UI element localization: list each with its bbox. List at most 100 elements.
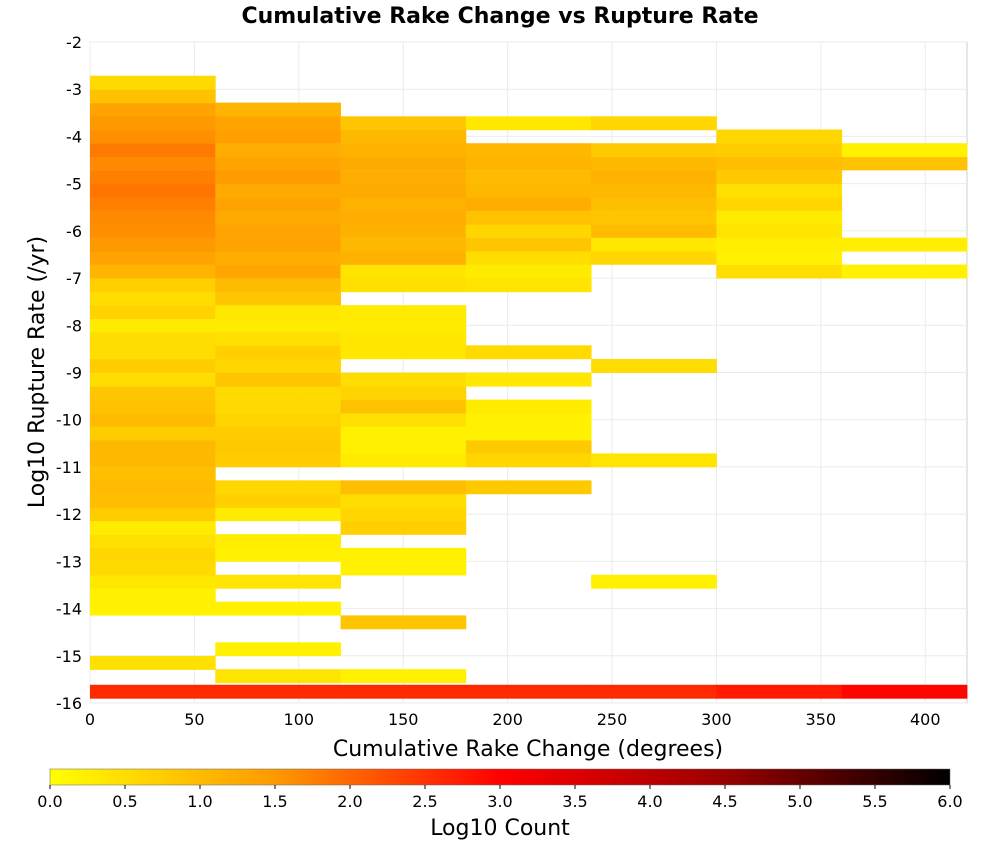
heatmap-cell bbox=[215, 669, 341, 684]
y-tick-label: -14 bbox=[56, 600, 82, 619]
heatmap-cell bbox=[465, 156, 592, 171]
heatmap-cell bbox=[465, 250, 592, 265]
chart-title: Cumulative Rake Change vs Rupture Rate bbox=[241, 4, 758, 29]
heatmap-cell bbox=[215, 156, 341, 171]
heatmap-cell bbox=[90, 305, 216, 320]
heatmap-cell bbox=[90, 372, 216, 387]
heatmap-cell bbox=[90, 183, 216, 198]
heatmap-cell bbox=[591, 250, 717, 265]
heatmap-cell bbox=[340, 439, 467, 454]
heatmap-cell bbox=[90, 358, 216, 373]
heatmap-cell bbox=[215, 684, 341, 699]
heatmap-cell bbox=[591, 197, 717, 211]
heatmap-cell bbox=[716, 250, 843, 265]
heatmap-cell bbox=[215, 237, 341, 252]
heatmap-cell bbox=[215, 453, 341, 468]
heatmap-cell bbox=[215, 116, 341, 131]
colorbar-tick-label: 6.0 bbox=[937, 792, 962, 811]
heatmap-cell bbox=[591, 183, 717, 198]
y-tick-label: -12 bbox=[56, 505, 82, 524]
heatmap-cell bbox=[591, 237, 717, 252]
y-tick-label: -6 bbox=[66, 222, 82, 241]
heatmap-cell bbox=[465, 480, 592, 495]
heatmap-cell bbox=[90, 237, 216, 252]
heatmap-cell bbox=[465, 116, 592, 131]
heatmap-cell bbox=[90, 655, 216, 670]
heatmap-cell bbox=[340, 318, 467, 333]
heatmap-cell bbox=[841, 143, 968, 158]
heatmap-cell bbox=[340, 156, 467, 171]
heatmap-cell bbox=[90, 520, 216, 535]
heatmap-cell bbox=[215, 358, 341, 373]
heatmap-cell bbox=[716, 183, 843, 198]
y-tick-label: -5 bbox=[66, 175, 82, 194]
heatmap-cell bbox=[465, 412, 592, 427]
heatmap-cell bbox=[90, 426, 216, 441]
colorbar-ticks: 0.0 0.5 1.0 1.5 2.0 2.5 3.0 3.5 4.0 4.5 5.0 5.5 6.0 bbox=[37, 785, 963, 811]
heatmap-cell bbox=[215, 574, 341, 589]
heatmap-cell bbox=[841, 237, 968, 252]
heatmap-cell bbox=[465, 143, 592, 158]
heatmap-cell bbox=[215, 547, 341, 562]
y-tick-label: -10 bbox=[56, 411, 82, 430]
heatmap-cell bbox=[90, 561, 216, 576]
colorbar-tick-label: 1.5 bbox=[262, 792, 287, 811]
heatmap-cell bbox=[90, 318, 216, 333]
heatmap-cell bbox=[591, 143, 717, 158]
heatmap-cell bbox=[215, 534, 341, 549]
heatmap-cell bbox=[716, 264, 843, 279]
heatmap-cell bbox=[340, 426, 467, 441]
heatmap-cell bbox=[465, 399, 592, 414]
heatmap-cell bbox=[340, 129, 467, 144]
heatmap-cell bbox=[340, 372, 467, 387]
heatmap-cell bbox=[90, 264, 216, 279]
heatmap-cell bbox=[340, 237, 467, 252]
heatmap-cell bbox=[90, 223, 216, 238]
heatmap-cell bbox=[215, 197, 341, 211]
heatmap-cell bbox=[716, 684, 843, 699]
heatmap-cell bbox=[340, 250, 467, 265]
heatmap-cell bbox=[90, 439, 216, 454]
colorbar-tick-label: 3.0 bbox=[487, 792, 512, 811]
heatmap-cell bbox=[90, 588, 216, 603]
heatmap-cell bbox=[340, 507, 467, 522]
heatmap-cell bbox=[90, 385, 216, 400]
heatmap-cell bbox=[215, 601, 341, 616]
heatmap-cell bbox=[340, 669, 467, 684]
heatmap-cells bbox=[90, 75, 968, 699]
heatmap-cell bbox=[716, 143, 843, 158]
heatmap-cell bbox=[841, 684, 968, 699]
heatmap-cell bbox=[215, 372, 341, 387]
x-tick-label: 250 bbox=[597, 710, 628, 729]
y-tick-label: -8 bbox=[66, 316, 82, 335]
heatmap-cell bbox=[591, 170, 717, 185]
heatmap-cell bbox=[215, 305, 341, 320]
heatmap-cell bbox=[215, 318, 341, 333]
y-tick-label: -11 bbox=[56, 458, 82, 477]
heatmap-cell bbox=[215, 223, 341, 238]
heatmap-cell bbox=[90, 507, 216, 522]
x-tick-label: 150 bbox=[388, 710, 419, 729]
heatmap-cell bbox=[465, 278, 592, 293]
heatmap-cell bbox=[215, 264, 341, 279]
colorbar-tick-label: 0.0 bbox=[37, 792, 62, 811]
colorbar-tick-label: 1.0 bbox=[187, 792, 212, 811]
heatmap-cell bbox=[90, 494, 216, 508]
heatmap-cell bbox=[465, 684, 592, 699]
heatmap-cell bbox=[215, 102, 341, 117]
x-tick-label: 400 bbox=[910, 710, 941, 729]
x-tick-label: 300 bbox=[701, 710, 732, 729]
heatmap-cell bbox=[340, 116, 467, 131]
x-axis-label: Cumulative Rake Change (degrees) bbox=[333, 737, 723, 762]
heatmap-cell bbox=[465, 210, 592, 225]
heatmap-cell bbox=[90, 129, 216, 144]
heatmap-cell bbox=[90, 480, 216, 495]
heatmap-cell bbox=[90, 412, 216, 427]
heatmap-cell bbox=[591, 210, 717, 225]
heatmap-cell bbox=[340, 684, 467, 699]
y-tick-label: -3 bbox=[66, 80, 82, 99]
heatmap-cell bbox=[465, 264, 592, 279]
heatmap-cell bbox=[591, 684, 717, 699]
colorbar-label: Log10 Count bbox=[430, 816, 570, 841]
